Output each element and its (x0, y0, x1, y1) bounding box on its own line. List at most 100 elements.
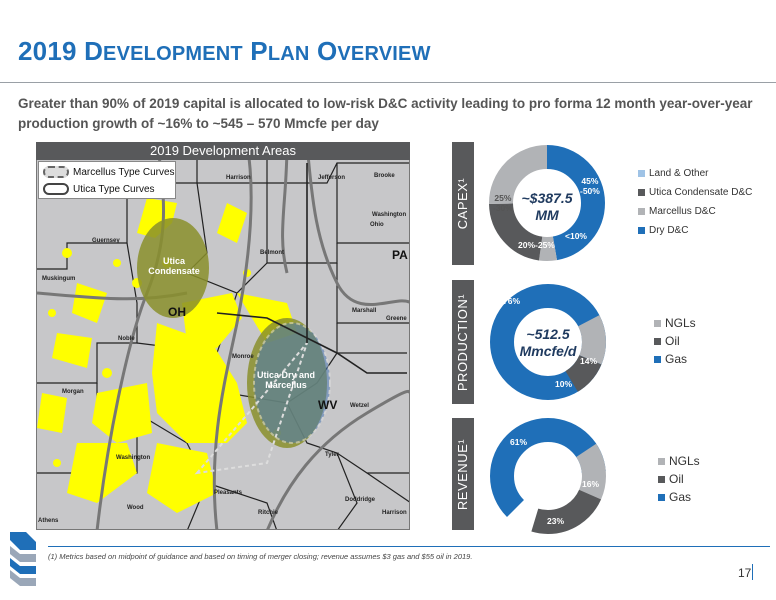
footnote: (1) Metrics based on midpoint of guidanc… (48, 552, 473, 561)
development-map (36, 142, 410, 530)
capex-center-line1: ~$387.5 (521, 190, 573, 206)
revenue-legend: NGLs Oil Gas (658, 452, 700, 506)
map-header: 2019 Development Areas (36, 142, 410, 160)
capex-side-label: CAPEX¹ (452, 142, 474, 265)
production-legend-oil-box (654, 337, 661, 345)
revenue-legend-gas-label: Gas (669, 490, 692, 504)
revenue-legend-oil: Oil (658, 470, 700, 488)
revenue-side-label-text: REVENUE¹ (455, 438, 471, 510)
revenue-legend-ngl-label: NGLs (669, 454, 700, 468)
county-wetzel: Wetzel (350, 403, 369, 409)
revenue-side-label: REVENUE¹ (452, 418, 474, 530)
page-number: 17 (738, 566, 752, 580)
revenue-legend-oil-label: Oil (669, 472, 684, 486)
page-number-bar (752, 564, 753, 580)
county-ritchie: Ritchie (258, 510, 279, 516)
production-legend-gas-box (654, 355, 661, 363)
county-muskingum: Muskingum (42, 276, 76, 282)
capex-center-line2: MM (535, 207, 559, 223)
county-doddridge: Doddridge (345, 497, 375, 503)
production-legend-ngl-label: NGLs (665, 316, 696, 330)
capex-pct-land: <10% (565, 231, 587, 241)
county-greene: Greene (386, 316, 407, 322)
production-legend: NGLs Oil Gas (654, 314, 696, 368)
production-side-label: PRODUCTION¹ (452, 280, 474, 404)
production-legend-ngl: NGLs (654, 314, 696, 332)
county-noble: Noble (118, 336, 135, 342)
production-pct-oil: 10% (555, 379, 573, 389)
state-wv: WV (318, 398, 338, 412)
revenue-legend-oil-box (658, 475, 665, 483)
revenue-slice-oil (490, 418, 606, 534)
utica-swatch (43, 183, 69, 195)
production-pct-gas: 76% (503, 296, 521, 306)
subtitle: Greater than 90% of 2019 capital is allo… (18, 96, 753, 131)
county-jefferson: Jefferson (318, 175, 346, 181)
production-donut (490, 284, 606, 400)
revenue-legend-ngl: NGLs (658, 452, 700, 470)
capex-legend-land-label: Land & Other (649, 168, 709, 179)
county-marshall: Marshall (352, 308, 377, 314)
county-pleasants: Pleasants (214, 490, 243, 496)
county-tyler: Tyler (325, 452, 339, 458)
capex-legend: Land & Other Utica Condensate D&C Marcel… (638, 164, 752, 240)
capex-center: ~$387.5 MM (517, 190, 577, 224)
production-legend-oil-label: Oil (665, 334, 680, 348)
production-slice-ngl (490, 284, 606, 400)
revenue-slice-gas (490, 418, 606, 534)
capex-legend-utica-box (638, 189, 645, 196)
production-legend-oil: Oil (654, 332, 696, 350)
capex-legend-marcellus-label: Marcellus D&C (649, 206, 716, 217)
revenue-slice-ngl (490, 418, 606, 534)
county-morgan: Morgan (62, 389, 84, 395)
capex-side-label-text: CAPEX¹ (455, 177, 471, 230)
capex-pct-marcellus: 25% -30% (493, 193, 513, 213)
production-center: ~512.5 Mmcfe/d (518, 326, 578, 360)
county-washington-pa: Washington (372, 212, 407, 218)
capex-pct-utica: 20%-25% (518, 240, 555, 250)
area-utica-condensate: Utica Condensate (148, 256, 200, 276)
capex-legend-marcellus-box (638, 208, 645, 215)
capex-legend-dry-box (638, 227, 645, 234)
area-utica-dry-marcellus: Utica Dry and Marcellus (256, 370, 316, 390)
county-brooke: Brooke (374, 173, 395, 179)
capex-slice-marcellus (489, 145, 605, 261)
revenue-pct-oil: 23% (547, 516, 565, 526)
state-oh: OH (168, 305, 186, 319)
company-logo (10, 532, 36, 586)
capex-legend-utica-label: Utica Condensate D&C (649, 187, 753, 198)
capex-donut (489, 145, 605, 261)
title-divider (0, 82, 776, 83)
county-belmont: Belmont (260, 250, 284, 256)
revenue-side-label-wrap: REVENUE¹ (452, 418, 474, 530)
county-guernsey: Guernsey (92, 238, 120, 244)
production-legend-ngl-box (654, 319, 661, 327)
production-legend-gas-label: Gas (665, 352, 688, 366)
county-wood: Wood (127, 505, 144, 511)
capex-legend-land-box (638, 170, 645, 177)
production-center-line2: Mmcfe/d (519, 343, 577, 359)
capex-legend-dry-label: Dry D&C (649, 225, 689, 236)
footer-divider (48, 546, 770, 547)
revenue-legend-gas: Gas (658, 488, 700, 506)
legend-utica-label: Utica Type Curves (73, 183, 155, 195)
legend-marcellus: Marcellus Type Curves (43, 164, 175, 180)
county-harrison-wv: Harrison (382, 510, 407, 516)
production-side-label-wrap: PRODUCTION¹ (452, 280, 474, 404)
capex-side-label-wrap: CAPEX¹ (452, 142, 474, 265)
capex-slice-land (489, 145, 605, 261)
capex-legend-land: Land & Other (638, 164, 752, 183)
revenue-donut (490, 418, 606, 534)
county-monroe: Monroe (232, 354, 254, 360)
capex-legend-dry: Dry D&C (638, 221, 752, 240)
county-ohio: Ohio (370, 222, 384, 228)
legend-utica: Utica Type Curves (43, 181, 155, 197)
production-pct-ngl: 14% (580, 356, 598, 366)
revenue-legend-ngl-box (658, 457, 665, 465)
revenue-pct-ngl: 16% (582, 479, 600, 489)
production-legend-gas: Gas (654, 350, 696, 368)
county-harrison: Harrison (226, 175, 251, 181)
capex-pct-dry: 45% -50% (580, 176, 600, 196)
county-washington-oh: Washington (116, 455, 151, 461)
production-side-label-text: PRODUCTION¹ (455, 293, 471, 391)
